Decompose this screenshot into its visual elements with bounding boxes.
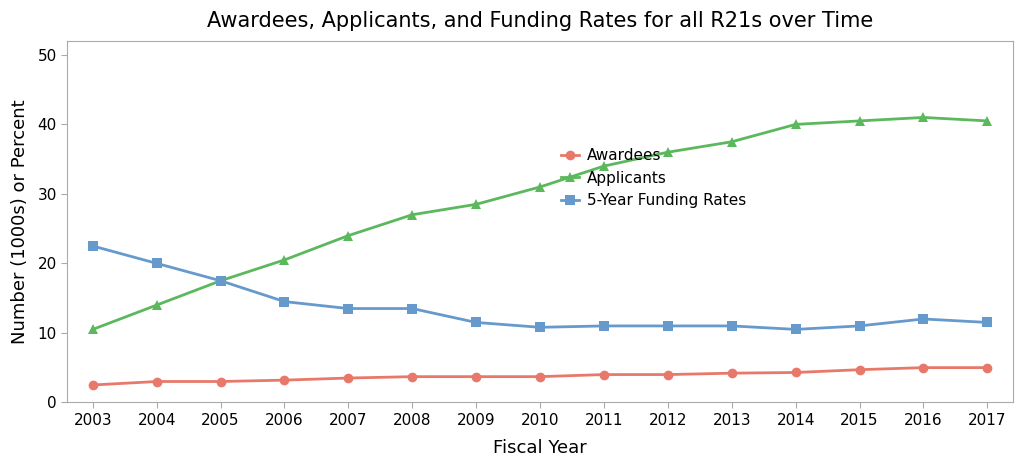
Awardees <box>598 372 610 377</box>
5-Year Funding Rates <box>214 278 226 284</box>
Y-axis label: Number (1000s) or Percent: Number (1000s) or Percent <box>11 99 29 344</box>
5-Year Funding Rates <box>918 316 930 322</box>
Awardees <box>981 365 993 371</box>
Applicants <box>662 149 674 155</box>
5-Year Funding Rates <box>790 327 802 332</box>
Awardees <box>726 370 738 376</box>
Awardees <box>279 377 291 383</box>
Applicants <box>918 115 930 120</box>
Applicants <box>151 302 163 308</box>
5-Year Funding Rates <box>662 323 674 329</box>
Applicants <box>214 278 226 284</box>
5-Year Funding Rates <box>87 243 99 249</box>
5-Year Funding Rates <box>534 324 546 330</box>
X-axis label: Fiscal Year: Fiscal Year <box>494 439 587 457</box>
Awardees <box>407 374 419 380</box>
Applicants <box>470 202 482 207</box>
Title: Awardees, Applicants, and Funding Rates for all R21s over Time: Awardees, Applicants, and Funding Rates … <box>207 11 873 31</box>
Awardees <box>790 370 802 375</box>
Awardees <box>87 382 99 388</box>
Awardees <box>214 379 226 384</box>
Applicants <box>407 212 419 218</box>
Line: Applicants: Applicants <box>88 113 992 334</box>
5-Year Funding Rates <box>279 299 291 304</box>
Applicants <box>534 184 546 190</box>
Awardees <box>470 374 482 380</box>
5-Year Funding Rates <box>981 320 993 325</box>
Applicants <box>342 233 354 238</box>
5-Year Funding Rates <box>151 261 163 266</box>
Applicants <box>853 118 865 124</box>
Line: Awardees: Awardees <box>88 363 992 390</box>
Awardees <box>662 372 674 377</box>
5-Year Funding Rates <box>342 306 354 311</box>
Applicants <box>981 118 993 124</box>
Awardees <box>853 367 865 373</box>
5-Year Funding Rates <box>726 323 738 329</box>
Awardees <box>342 375 354 381</box>
Awardees <box>918 365 930 371</box>
5-Year Funding Rates <box>598 323 610 329</box>
5-Year Funding Rates <box>407 306 419 311</box>
Applicants <box>726 139 738 145</box>
Legend: Awardees, Applicants, 5-Year Funding Rates: Awardees, Applicants, 5-Year Funding Rat… <box>555 142 753 214</box>
Line: 5-Year Funding Rates: 5-Year Funding Rates <box>88 241 992 334</box>
Awardees <box>534 374 546 380</box>
Applicants <box>87 327 99 332</box>
Applicants <box>598 163 610 169</box>
Applicants <box>279 257 291 263</box>
Awardees <box>151 379 163 384</box>
5-Year Funding Rates <box>470 320 482 325</box>
5-Year Funding Rates <box>853 323 865 329</box>
Applicants <box>790 122 802 127</box>
